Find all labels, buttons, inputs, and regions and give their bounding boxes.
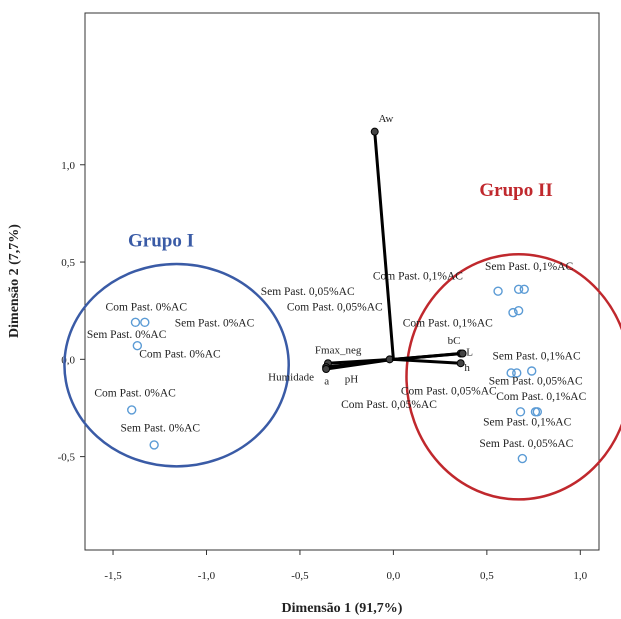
point-label: Com Past. 0,05%AC: [341, 399, 437, 411]
data-point: [508, 307, 518, 318]
data-point: [493, 286, 503, 296]
group-label: Grupo II: [479, 180, 552, 201]
vector-endpoint: [322, 365, 331, 374]
y-tick-label: 1,0: [61, 160, 75, 172]
x-tick-label: -1,5: [104, 570, 122, 582]
point-label: Com Past. 0,1%AC: [373, 271, 463, 283]
point-label: Com Past. 0,1%AC: [496, 391, 586, 403]
point-label: Sem Past. 0,1%AC: [483, 416, 571, 428]
vector-label: h: [464, 362, 470, 374]
y-tick-label: 0,5: [61, 257, 75, 269]
point-label: Sem Past. 0%AC: [87, 329, 167, 341]
vector-endpoint: [458, 349, 467, 358]
data-point: [517, 453, 528, 464]
group-ellipse: [405, 253, 621, 501]
group-label: Grupo I: [128, 230, 194, 251]
data-point: [149, 440, 159, 450]
data-point: [512, 368, 522, 378]
data-point: [130, 317, 141, 328]
point-label: Sem Past. 0,05%AC: [261, 286, 355, 298]
vector-label: Humidade: [268, 372, 314, 384]
point-label: Sem Past. 0,05%AC: [489, 376, 583, 388]
data-point: [532, 407, 543, 417]
group-ellipses: Grupo I Grupo II: [63, 180, 621, 501]
x-tick-label: -1,0: [198, 570, 216, 582]
point-labels: Com Past. 0%AC Sem Past. 0%AC Sem Past. 0%…: [87, 261, 587, 450]
point-label: Com Past. 0,05%AC: [287, 302, 383, 314]
x-axis-title: Dimensão 1 (91,7%): [282, 601, 403, 616]
data-point: [132, 341, 143, 351]
x-tick-label: 0,5: [480, 570, 494, 582]
group-ellipse: [63, 262, 290, 468]
vector-line: [391, 357, 463, 365]
point-label: Com Past. 0%AC: [94, 387, 176, 399]
data-point: [127, 405, 137, 415]
vector-label: bC: [448, 335, 461, 347]
x-tick-label: 0,0: [387, 570, 401, 582]
axis-ticks: -1,5 -1,0 -0,5 0,0 0,5 1,0-0,50,00,51,0: [58, 160, 588, 582]
vector-label: Fmax_neg: [315, 344, 362, 356]
data-point: [140, 317, 150, 328]
vector-endpoint: [456, 359, 465, 368]
point-label: Sem Past. 0,05%AC: [479, 438, 573, 450]
point-label: Com Past. 0%AC: [106, 302, 188, 314]
point-label: Sem Past. 0%AC: [121, 422, 201, 434]
point-label: Com Past. 0%AC: [139, 348, 221, 360]
data-point: [527, 366, 537, 376]
data-point: [519, 284, 529, 294]
x-tick-label: -0,5: [291, 570, 309, 582]
data-point: [506, 368, 516, 378]
data-point: [515, 407, 526, 417]
x-tick-label: 1,0: [573, 570, 587, 582]
vector-label: Aw: [378, 113, 393, 125]
data-point: [513, 305, 524, 316]
point-label: Com Past. 0,1%AC: [403, 317, 493, 329]
vector-line: [324, 357, 395, 371]
vector-endpoint: [370, 127, 379, 136]
point-label: Sem Past. 0,1%AC: [492, 350, 580, 362]
vector-line: [391, 351, 465, 361]
loading-vectors: Aw Fmax_neg Humidade a pH bC Lh: [268, 113, 473, 388]
point-label: Com Past. 0,05%AC: [401, 385, 497, 397]
y-tick-label: -0,5: [58, 452, 76, 464]
y-axis-title: Dimensão 2 (7,7%): [7, 224, 22, 338]
data-points: [127, 284, 543, 464]
vector-label: a: [324, 376, 329, 388]
data-point: [513, 284, 524, 294]
vector-label: pH: [345, 374, 359, 386]
vector-label: L: [466, 346, 473, 358]
point-label: Sem Past. 0%AC: [175, 317, 255, 329]
point-label: Sem Past. 0,1%AC: [485, 261, 574, 273]
vector-line: [373, 130, 395, 361]
plot-frame: [84, 12, 600, 551]
